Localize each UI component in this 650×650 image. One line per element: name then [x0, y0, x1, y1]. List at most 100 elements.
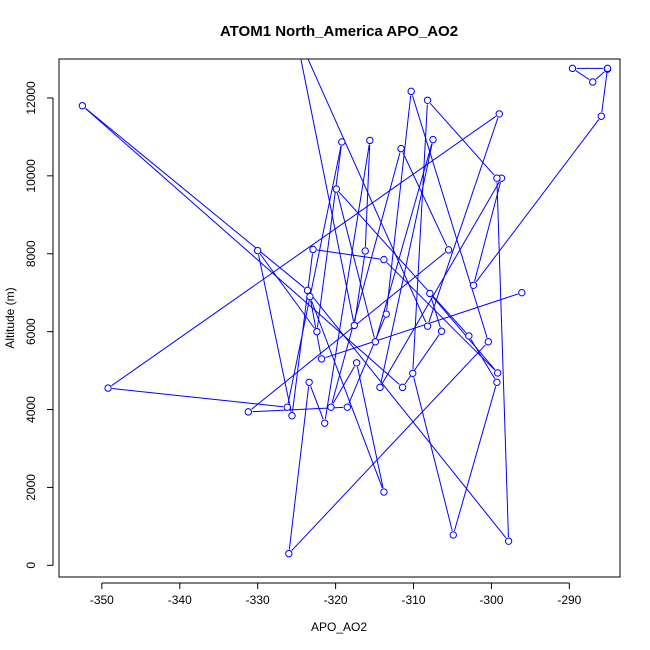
data-point	[376, 383, 384, 392]
series-line-segment	[310, 386, 324, 420]
data-point	[449, 531, 457, 539]
series-line-segment	[287, 145, 342, 404]
series-line-segment	[430, 297, 441, 328]
data-point	[597, 112, 605, 120]
data-point	[306, 292, 314, 301]
series-line-segment	[310, 300, 383, 489]
series-line-segment	[428, 117, 499, 323]
series-line-segment	[288, 386, 310, 550]
data-point	[493, 378, 501, 386]
series-line-segment	[307, 59, 427, 323]
series-group	[78, 59, 612, 558]
data-point	[568, 64, 577, 73]
series-line-segment	[411, 95, 488, 338]
y-tick-label: 4000	[24, 396, 38, 423]
series-line-segment	[453, 386, 497, 532]
data-point	[518, 288, 526, 297]
data-point	[465, 332, 473, 340]
data-point	[305, 378, 313, 386]
data-point	[409, 369, 417, 378]
series-line-segment	[310, 300, 322, 355]
data-point	[78, 102, 87, 110]
series-line-segment	[291, 344, 486, 551]
data-point	[313, 327, 321, 336]
x-tick-label: -330	[246, 593, 270, 607]
data-point	[283, 403, 291, 411]
data-point	[397, 144, 405, 153]
series-line-segment	[85, 108, 400, 385]
data-point	[493, 174, 501, 182]
series-line-segment	[348, 317, 386, 404]
series-line-segment	[413, 377, 453, 531]
series-line-segment	[336, 193, 375, 338]
series-line-segment	[496, 182, 509, 537]
y-tick-label: 2000	[24, 474, 38, 501]
x-tick-label: -320	[324, 593, 348, 607]
series-line-segment	[381, 181, 500, 384]
plot-area-border	[58, 58, 621, 578]
data-point	[104, 384, 112, 392]
series-line-segment	[112, 388, 284, 408]
series-line-segment	[575, 70, 590, 81]
data-point	[437, 327, 446, 335]
data-point	[288, 412, 296, 420]
data-point	[398, 383, 407, 392]
series-line-segment	[85, 108, 305, 289]
series-line-segment	[324, 144, 370, 420]
series-line-segment	[331, 152, 401, 404]
data-point	[371, 338, 380, 346]
data-point	[380, 488, 388, 496]
data-point	[352, 359, 361, 367]
series-line-segment	[386, 95, 412, 310]
data-point	[253, 246, 262, 255]
data-point	[327, 403, 335, 411]
x-tick-label: -290	[557, 593, 581, 607]
chart-title: ATOM1 North_America APO_AO2	[220, 23, 458, 40]
series-line-segment	[300, 59, 354, 322]
series-layer	[78, 59, 612, 558]
x-axis-label: APO_AO2	[311, 620, 367, 634]
series-line-segment	[259, 253, 315, 329]
data-point	[320, 419, 329, 427]
data-point	[603, 64, 612, 73]
series-line-segment	[364, 144, 371, 247]
data-point	[350, 321, 359, 330]
data-point	[444, 246, 453, 254]
data-point	[332, 185, 341, 193]
series-line-segment	[475, 119, 600, 283]
y-tick-label: 12000	[24, 81, 38, 115]
data-point	[423, 322, 432, 330]
data-point	[407, 87, 415, 96]
series-line-segment	[402, 152, 448, 247]
series-line-segment	[251, 252, 446, 410]
series-line-segment	[429, 103, 495, 176]
series-line-segment	[338, 191, 467, 334]
x-tick-label: -350	[90, 593, 114, 607]
series-line-segment	[354, 255, 366, 322]
series-line-segment	[316, 146, 342, 328]
series-line-segment	[376, 143, 433, 338]
data-point	[361, 247, 369, 255]
series-line-segment	[111, 115, 497, 387]
data-point	[495, 110, 503, 118]
series-line-segment	[595, 71, 605, 80]
series-line-segment	[601, 72, 608, 113]
y-axis-label: Altitude (m)	[3, 287, 17, 348]
series-line-segment	[432, 296, 496, 371]
series-line-segment	[474, 182, 501, 282]
data-point	[484, 338, 493, 346]
series-line-segment	[357, 366, 384, 489]
data-point	[429, 135, 437, 144]
series-line-segment	[325, 293, 518, 359]
data-point	[380, 255, 388, 264]
y-tick-label: 10000	[24, 159, 38, 193]
data-point	[469, 281, 478, 289]
x-tick-label: -300	[479, 593, 503, 607]
y-tick-label: 8000	[24, 240, 38, 267]
x-axis: -350 -340 -330 -320 -310 -300 -290	[90, 582, 582, 607]
y-tick-label: 6000	[24, 318, 38, 345]
data-point	[338, 138, 346, 146]
y-tick-label: 0	[24, 562, 38, 569]
